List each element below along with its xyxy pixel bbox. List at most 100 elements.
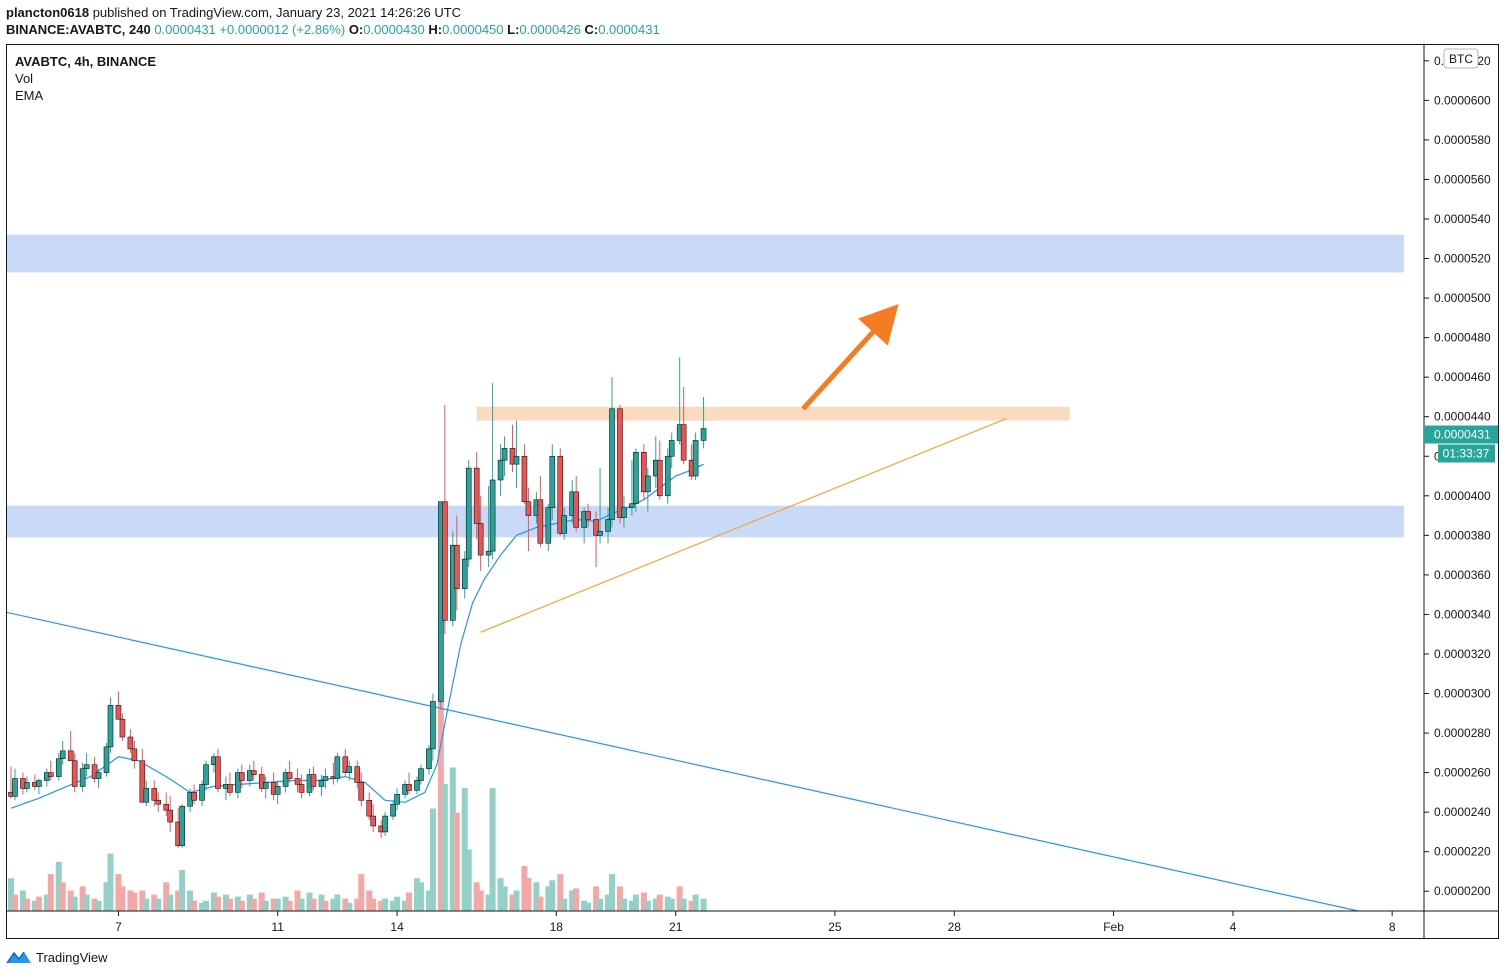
tradingview-brand[interactable]: TradingView <box>36 949 108 965</box>
candle <box>593 511 599 567</box>
candle-body <box>593 519 599 536</box>
x-tick-label: 21 <box>669 920 683 934</box>
candle-body <box>67 750 74 762</box>
volume-bar <box>545 886 552 911</box>
candle <box>549 444 556 520</box>
volume-bar <box>71 896 78 911</box>
candle-body <box>95 772 102 779</box>
volume-bar <box>573 888 580 911</box>
y-tick-label: 0.0000300 <box>1434 687 1491 701</box>
candle <box>79 762 86 793</box>
currency-badge-label: BTC <box>1449 52 1473 66</box>
candle-body <box>545 507 552 544</box>
volume-bar <box>199 902 206 911</box>
candle-body <box>167 809 173 823</box>
volume-bar <box>406 892 413 911</box>
volume-bar <box>306 892 313 911</box>
candle-body <box>139 760 146 803</box>
username[interactable]: plancton0618 <box>6 5 90 20</box>
volume-bar <box>390 900 397 911</box>
legend-title[interactable]: AVABTC, 4h, BINANCE <box>15 54 157 69</box>
candle-body <box>334 756 341 779</box>
volume-bar <box>23 898 30 911</box>
candle-body <box>513 455 520 465</box>
candle-body <box>426 748 432 769</box>
volume-bar <box>346 902 353 911</box>
volume-bar <box>270 898 277 911</box>
volume-bar <box>310 898 317 911</box>
y-tick-label: 0.0000440 <box>1434 410 1491 424</box>
candle-body <box>298 784 305 793</box>
plot-area <box>7 234 1405 911</box>
volume-bar <box>179 870 186 911</box>
countdown-bg <box>1438 444 1495 463</box>
x-tick-label: Feb <box>1103 920 1124 934</box>
candle-body <box>215 756 221 789</box>
candle-body <box>115 705 122 720</box>
candle <box>390 800 396 821</box>
candle-body <box>382 815 388 833</box>
candle <box>406 772 412 795</box>
candle <box>191 784 197 805</box>
volume-bar <box>441 783 448 911</box>
candle-body <box>24 782 30 789</box>
y-tick-label: 0.0000320 <box>1434 647 1491 661</box>
candle <box>394 788 400 811</box>
candle <box>107 697 114 753</box>
candle <box>36 778 42 795</box>
candle-body <box>354 766 361 783</box>
volume-bar <box>234 896 241 911</box>
volume-bar <box>429 808 436 911</box>
x-tick-label: 7 <box>115 920 122 934</box>
volume-bar <box>378 900 385 911</box>
y-tick-label: 0.0000360 <box>1434 568 1491 582</box>
candle <box>115 691 122 720</box>
candle-body <box>322 776 329 781</box>
candle-body <box>91 764 98 779</box>
currency-badge[interactable]: BTC <box>1443 48 1479 69</box>
candle-body <box>247 770 253 781</box>
candle <box>561 507 568 540</box>
volume-bar <box>549 880 556 911</box>
candle <box>664 448 671 504</box>
candle-body <box>394 794 400 805</box>
candle <box>477 495 484 571</box>
x-tick-label: 11 <box>271 920 284 934</box>
volume-bar <box>370 898 377 911</box>
volume-bar <box>449 767 456 911</box>
high-label: H: <box>428 22 443 37</box>
y-tick-label: 0.0000380 <box>1434 528 1491 542</box>
last-price-tag-bg <box>1424 425 1498 444</box>
candle-body <box>55 758 62 777</box>
candle-body <box>465 467 472 560</box>
x-tick-label: 28 <box>948 920 962 934</box>
candle-body <box>561 515 568 534</box>
y-tick-label: 0.0000220 <box>1434 845 1491 859</box>
candle-body <box>366 799 373 817</box>
legend-vol[interactable]: Vol <box>15 71 34 86</box>
volume-bar <box>473 882 480 911</box>
volume-bar <box>191 900 198 911</box>
volume-bar <box>246 894 253 911</box>
candle-body <box>473 467 480 524</box>
candle <box>286 760 293 783</box>
candle-body <box>629 503 635 508</box>
x-tick-label: 14 <box>390 920 404 934</box>
volume-bar <box>91 898 98 911</box>
legend-ema[interactable]: EMA <box>15 88 44 103</box>
volume-bar <box>55 861 62 911</box>
candle <box>155 792 162 813</box>
volume-bar <box>35 896 42 911</box>
candle <box>621 495 627 528</box>
candle-body <box>418 768 424 781</box>
volume-bar <box>95 900 102 911</box>
volume-bar <box>274 898 281 911</box>
volume-bar <box>477 890 484 911</box>
candle <box>597 468 603 544</box>
candle <box>318 774 325 797</box>
countdown-timer: 01:33:37 <box>1443 447 1490 461</box>
candle <box>426 744 432 775</box>
x-tick-label: 18 <box>550 920 564 934</box>
volume-bar <box>115 874 122 911</box>
